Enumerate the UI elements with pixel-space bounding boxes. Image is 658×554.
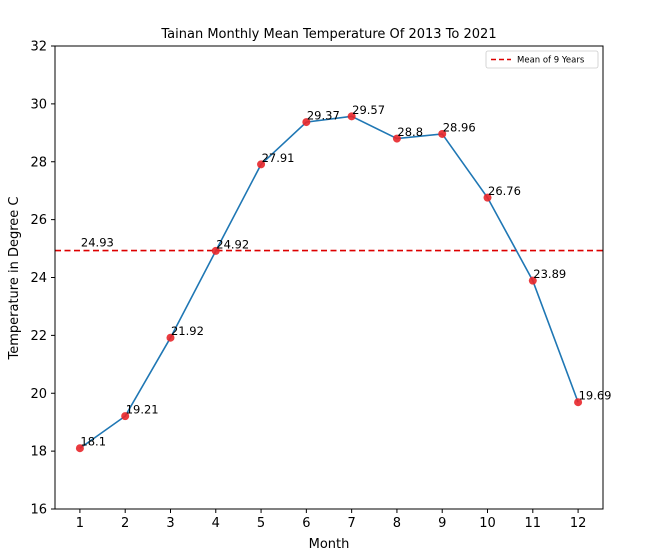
legend-box	[485, 50, 599, 69]
data-label: 26.76	[488, 184, 521, 198]
data-label: 23.89	[533, 267, 566, 281]
data-label: 24.92	[216, 237, 249, 251]
data-point	[438, 129, 447, 138]
data-point	[302, 118, 311, 127]
x-tick-label: 5	[257, 516, 265, 531]
x-tick-label: 6	[302, 516, 310, 531]
data-point	[483, 193, 492, 202]
data-label: 28.8	[397, 125, 423, 139]
series-line	[79, 115, 579, 449]
y-tick-label: 30	[30, 97, 47, 112]
y-axis-ticks: 16 18 20 22 24 26 28 30 32	[30, 40, 55, 518]
data-label: 28.96	[443, 120, 476, 134]
y-tick-label: 26	[30, 213, 47, 228]
x-tick-label: 8	[393, 516, 401, 531]
data-point	[574, 398, 583, 407]
y-tick-label: 28	[30, 155, 47, 170]
legend-mean-label: Mean of 9 Years	[517, 56, 585, 66]
data-point	[257, 160, 266, 169]
y-tick-label: 20	[30, 387, 47, 402]
data-point	[166, 333, 175, 342]
x-tick-label: 10	[479, 516, 496, 531]
data-point	[347, 112, 356, 121]
x-tick-label: 11	[525, 516, 542, 531]
data-label: 29.37	[307, 109, 340, 123]
data-point	[75, 444, 84, 453]
y-tick-label: 16	[30, 503, 47, 518]
legend: Mean of 9 Years	[485, 50, 599, 69]
plot-content: 24.93 18.1 19.21 21.92 24.92 27.91 29.37 29.57 2…	[55, 103, 612, 453]
y-tick-label: 22	[30, 329, 47, 344]
y-axis-label: Temperature in Degree C	[7, 197, 22, 361]
data-point	[121, 412, 130, 421]
data-label: 19.69	[579, 389, 612, 403]
x-tick-label: 4	[212, 516, 220, 531]
data-point	[392, 134, 401, 143]
x-tick-label: 12	[570, 516, 587, 531]
data-point	[528, 276, 537, 285]
mean-value-label: 24.93	[81, 236, 114, 250]
data-label: 21.92	[171, 324, 204, 338]
y-tick-label: 18	[30, 445, 47, 460]
data-label: 29.57	[352, 103, 385, 117]
data-point	[211, 246, 220, 255]
x-tick-label: 1	[76, 516, 84, 531]
y-tick-label: 24	[30, 271, 47, 286]
x-tick-label: 3	[166, 516, 174, 531]
x-axis-label: Month	[309, 537, 350, 552]
y-tick-label: 32	[30, 40, 47, 55]
data-label: 19.21	[126, 403, 159, 417]
x-tick-label: 7	[348, 516, 356, 531]
x-tick-label: 2	[121, 516, 129, 531]
x-tick-label: 9	[438, 516, 446, 531]
chart-title: Tainan Monthly Mean Temperature Of 2013 …	[160, 27, 496, 42]
data-label: 27.91	[262, 151, 295, 165]
data-label: 18.1	[80, 435, 106, 449]
x-axis-ticks: 1 2 3 4 5 6 7 8 9 10 11 12	[76, 509, 587, 531]
